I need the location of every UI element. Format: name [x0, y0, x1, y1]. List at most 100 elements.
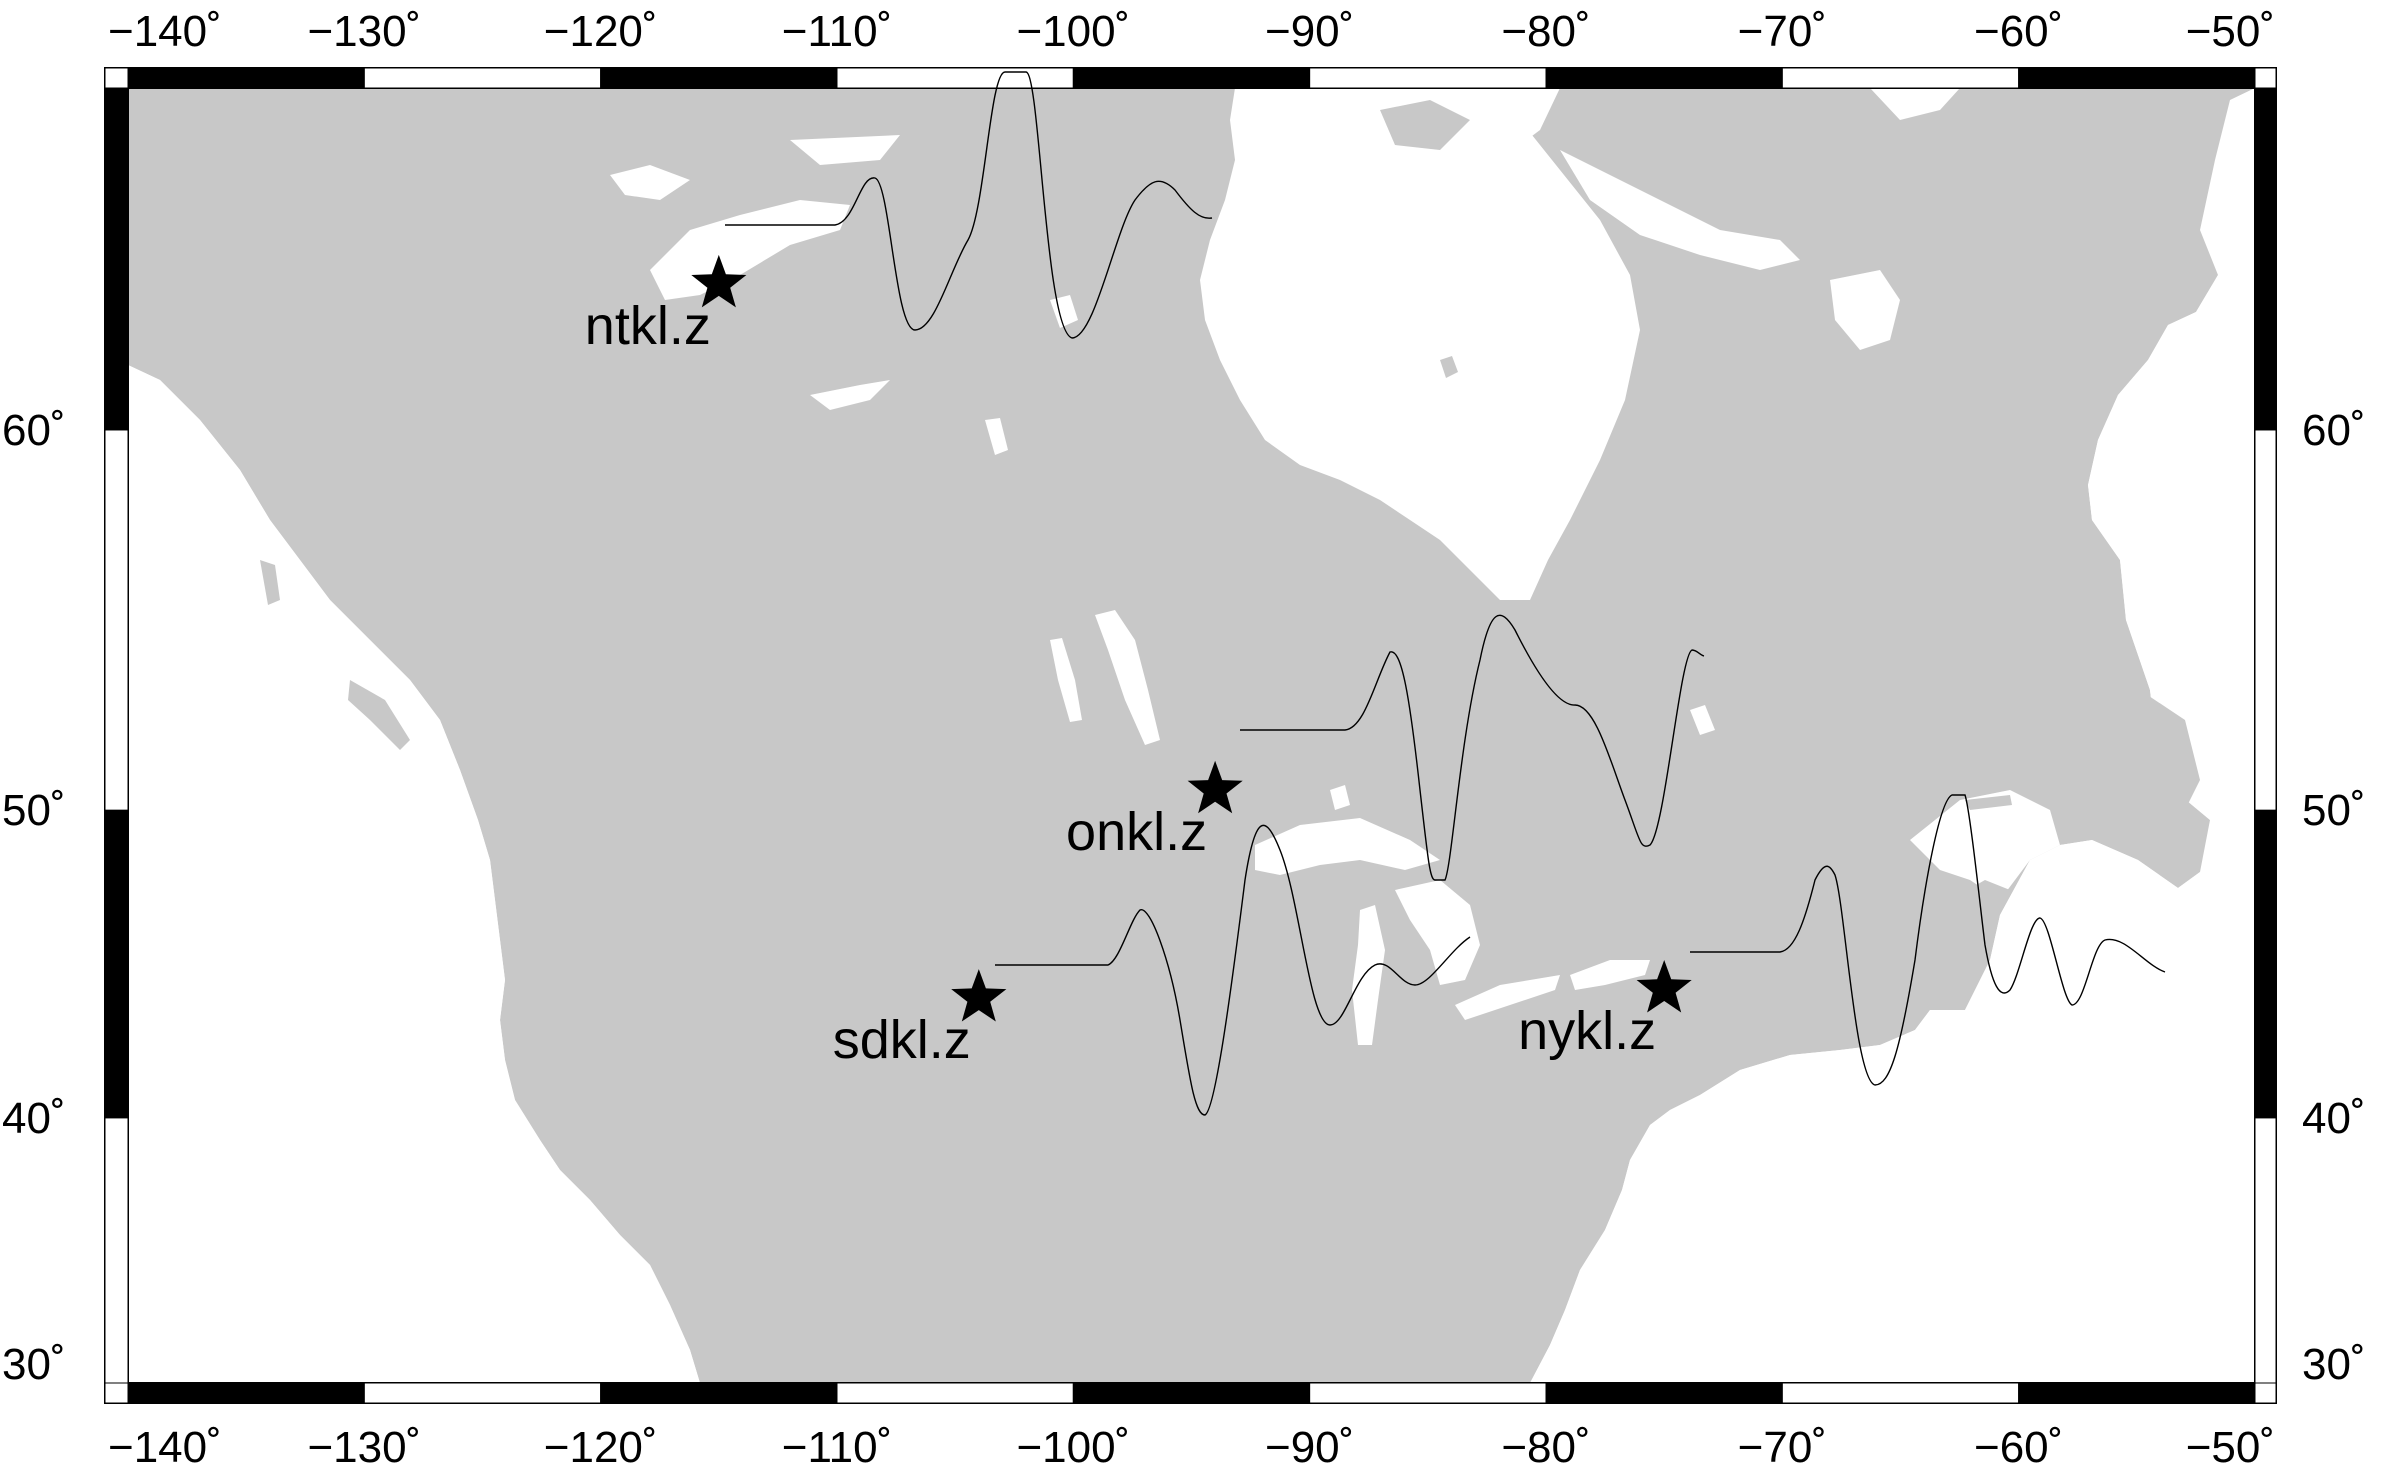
- southampton-island: [1380, 100, 1470, 150]
- lat-tick-label-right: 30˚: [2302, 1340, 2366, 1389]
- station-label: sdkl.z: [833, 1010, 971, 1070]
- frame-corner: [2254, 67, 2277, 89]
- lon-tick-label-top: −90˚: [1265, 7, 1354, 56]
- lat-tick-label-left: 50˚: [2, 786, 66, 835]
- land-layer: [128, 88, 2255, 1383]
- trace-ntkl: [725, 71, 1213, 339]
- axis-labels: −140˚ −140˚ −130˚ −130˚ −120˚ −120˚ −110˚ −110˚…: [2, 7, 2366, 1472]
- trace-sdkl: [995, 824, 1471, 1116]
- lake-superior: [1255, 818, 1440, 875]
- hudson-strait: [1560, 150, 1800, 270]
- island-layer: [260, 100, 2200, 1058]
- lon-tick-label-top: −110˚: [782, 7, 893, 56]
- star-icon: [951, 969, 1007, 1022]
- frame-segment-right: [2254, 1117, 2277, 1384]
- lon-tick-label-bottom: −70˚: [1738, 1423, 1827, 1472]
- lat-tick-label-left: 30˚: [2, 1340, 66, 1389]
- lon-tick-label-top: −80˚: [1501, 7, 1590, 56]
- belcher-islands: [1440, 356, 1458, 378]
- station-label: ntkl.z: [585, 296, 711, 356]
- frame-segment-bottom: [2018, 1382, 2256, 1404]
- lat-tick-label-left: 60˚: [2, 406, 66, 455]
- lon-tick-label-top: −50˚: [2186, 7, 2275, 56]
- water-layer: [128, 88, 2255, 1383]
- frame-segment-right: [2254, 87, 2277, 431]
- frame-segment-bottom: [600, 1382, 838, 1404]
- frame-segment-left: [104, 429, 129, 811]
- frame-segment-bottom: [1781, 1382, 2020, 1404]
- lat-tick-label-left: 40˚: [2, 1094, 66, 1143]
- frame-segment-left: [104, 1117, 129, 1384]
- lon-tick-label-top: −140˚: [108, 7, 222, 56]
- frame-segment-top: [1072, 67, 1311, 89]
- hudson-bay: [1200, 88, 1640, 600]
- frame-segment-top: [127, 67, 365, 89]
- frame-ticks: [104, 67, 2277, 1404]
- frame-segment-top: [1781, 67, 2020, 89]
- lat-tick-label-right: 50˚: [2302, 786, 2366, 835]
- lake-huron: [1395, 880, 1480, 985]
- lon-tick-label-bottom: −110˚: [782, 1423, 893, 1472]
- frame-segment-bottom: [1309, 1382, 1547, 1404]
- frame-segment-bottom: [363, 1382, 602, 1404]
- map-frame: [104, 67, 2277, 1404]
- frame-segment-bottom: [836, 1382, 1074, 1404]
- lake-michigan: [1352, 905, 1385, 1045]
- reindeer-lake: [985, 418, 1008, 455]
- ungava-bay: [1830, 270, 1900, 350]
- frame-segment-bottom: [1072, 1382, 1311, 1404]
- star-icon: [691, 254, 747, 308]
- frame-corner: [104, 1382, 129, 1404]
- seismogram-traces: [725, 71, 2166, 1116]
- stations-layer: ntkl.z onkl.z sdkl.z nykl.z: [585, 254, 1692, 1070]
- atlantic-ocean: [1530, 840, 2255, 1383]
- frame-segment-bottom: [1545, 1382, 1783, 1404]
- trace-nykl: [1690, 794, 2166, 1086]
- frame-segment-top: [1309, 67, 1547, 89]
- star-icon: [1636, 960, 1692, 1013]
- lake-nipigon: [1330, 785, 1350, 810]
- pacific-ocean: [128, 365, 700, 1383]
- arctic-inlet: [790, 135, 900, 165]
- lon-tick-label-bottom: −80˚: [1501, 1423, 1590, 1472]
- frame-segment-left: [104, 87, 129, 431]
- great-bear-lake: [610, 165, 690, 200]
- lake-mistassini: [1690, 705, 1715, 735]
- lon-tick-label-top: −100˚: [1016, 7, 1130, 56]
- station-label: nykl.z: [1518, 1001, 1656, 1061]
- lon-tick-label-bottom: −90˚: [1265, 1423, 1354, 1472]
- lake-winnipegosis: [1050, 638, 1082, 722]
- lon-tick-label-bottom: −100˚: [1016, 1423, 1130, 1472]
- frame-segment-top: [1545, 67, 1783, 89]
- baffin-island-gap: [1870, 88, 1960, 120]
- lon-tick-label-bottom: −50˚: [2186, 1423, 2275, 1472]
- frame-segment-right: [2254, 809, 2277, 1119]
- frame-segment-top: [600, 67, 838, 89]
- lon-tick-label-top: −130˚: [307, 7, 421, 56]
- frame-segment-bottom: [127, 1382, 365, 1404]
- lake-athabasca: [810, 380, 890, 410]
- frame-segment-top: [2018, 67, 2256, 89]
- frame-segment-left: [104, 809, 129, 1119]
- newfoundland: [2080, 690, 2200, 850]
- lat-tick-label-right: 40˚: [2302, 1094, 2366, 1143]
- vancouver-island: [348, 680, 410, 750]
- trace-onkl: [1240, 614, 1705, 881]
- lon-tick-label-bottom: −120˚: [544, 1423, 658, 1472]
- lon-tick-label-bottom: −140˚: [108, 1423, 222, 1472]
- lake-erie: [1455, 975, 1560, 1020]
- star-icon: [1187, 760, 1243, 814]
- north-america-land: [128, 88, 2255, 1383]
- lat-tick-label-right: 60˚: [2302, 406, 2366, 455]
- lon-tick-label-top: −70˚: [1738, 7, 1827, 56]
- lake-winnipeg: [1095, 610, 1160, 745]
- frame-corner: [2254, 1382, 2277, 1404]
- long-island: [1710, 1045, 1760, 1058]
- frame-segment-right: [2254, 429, 2277, 811]
- station-label: onkl.z: [1066, 802, 1207, 862]
- frame-segment-top: [363, 67, 602, 89]
- labrador-sea: [2088, 88, 2255, 860]
- lon-tick-label-bottom: −60˚: [1974, 1423, 2063, 1472]
- lon-tick-label-bottom: −130˚: [307, 1423, 421, 1472]
